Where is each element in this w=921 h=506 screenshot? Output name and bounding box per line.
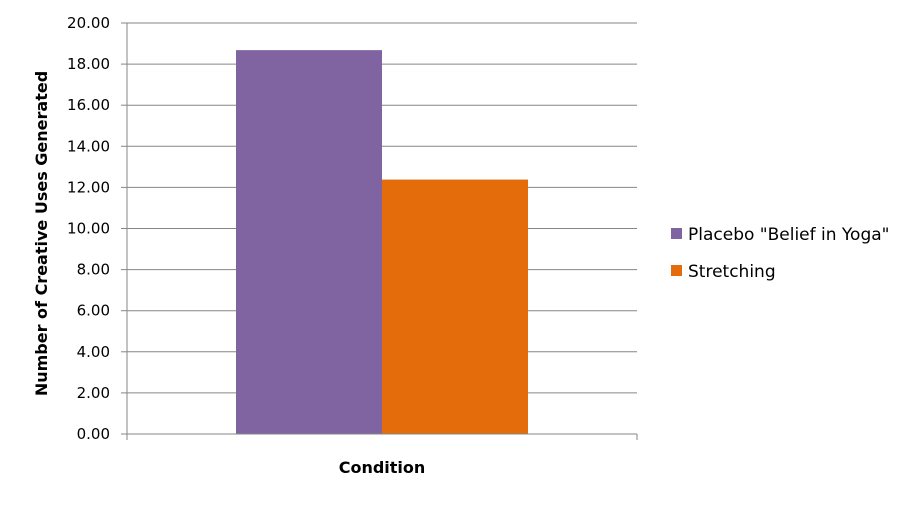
legend-label: Placebo "Belief in Yoga" xyxy=(688,225,890,245)
legend-swatch xyxy=(671,265,682,276)
legend-swatch xyxy=(671,228,682,239)
bars xyxy=(236,50,528,434)
legend-label: Stretching xyxy=(688,262,776,282)
y-tick-labels: 0.00 2.00 4.00 6.00 8.00 10.00 12.00 14.00 16.00… xyxy=(67,14,127,443)
y-tick-label: 0.00 xyxy=(77,425,110,443)
y-tick-label: 16.00 xyxy=(67,96,110,114)
y-tick-label: 10.00 xyxy=(67,220,110,238)
y-tick-label: 2.00 xyxy=(77,384,110,402)
y-axis-title: Number of Creative Uses Generated xyxy=(32,71,51,396)
y-tick-label: 20.00 xyxy=(67,14,110,32)
y-tick-label: 12.00 xyxy=(67,178,110,196)
y-tick-label: 8.00 xyxy=(77,261,110,279)
x-axis-title: Condition xyxy=(339,458,426,477)
y-tick-label: 4.00 xyxy=(77,343,110,361)
y-tick-label: 18.00 xyxy=(67,55,110,73)
bar-placebo xyxy=(236,50,382,434)
bar-stretching xyxy=(382,179,528,434)
legend: Placebo "Belief in Yoga" Stretching xyxy=(671,225,890,282)
y-tick-label: 6.00 xyxy=(77,302,110,320)
y-tick-label: 14.00 xyxy=(67,137,110,155)
